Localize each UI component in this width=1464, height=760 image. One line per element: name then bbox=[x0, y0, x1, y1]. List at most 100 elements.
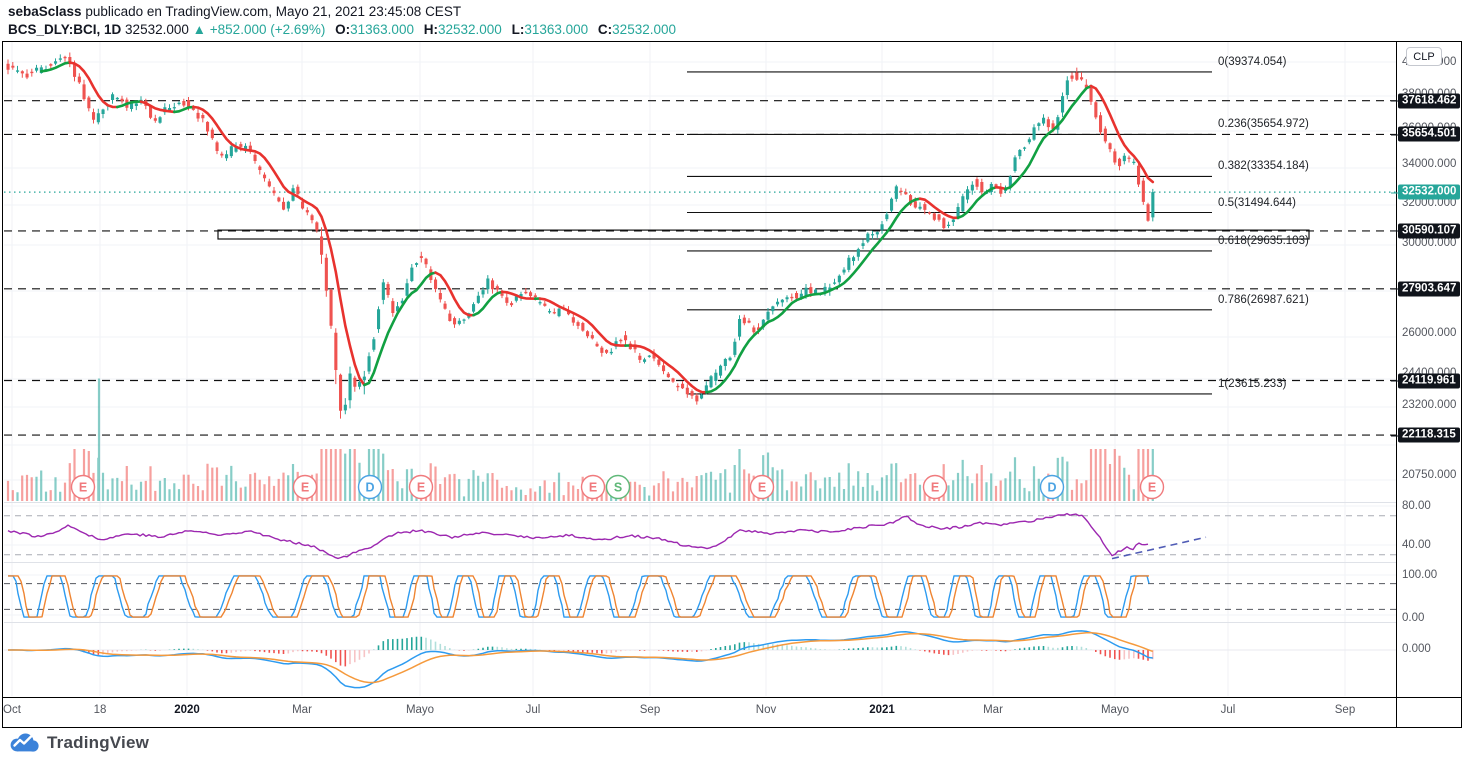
tradingview-logo-icon[interactable] bbox=[8, 732, 40, 753]
current-price-tag: 32532.000 bbox=[1390, 184, 1461, 200]
time-axis-label: Mar bbox=[292, 704, 312, 716]
price-axis-label: 30000.000 bbox=[1402, 237, 1457, 250]
ma-segment bbox=[538, 297, 627, 347]
symbol-row: BCS_DLY:BCI, 1D 32532.000 ▲ +852.000 (+2… bbox=[8, 21, 676, 38]
event-marker-E[interactable]: E bbox=[749, 474, 775, 500]
event-letter: E bbox=[589, 481, 597, 495]
price-level-tag: 24119.961 bbox=[1391, 373, 1460, 388]
event-letter: E bbox=[417, 481, 425, 495]
ma-segment bbox=[116, 100, 143, 109]
event-letter: D bbox=[365, 481, 374, 495]
ma-segment bbox=[918, 197, 960, 220]
price-range-box[interactable] bbox=[217, 229, 1310, 240]
event-letter: D bbox=[1047, 481, 1056, 495]
event-marker-E[interactable]: E bbox=[580, 474, 606, 500]
event-circle bbox=[749, 474, 775, 500]
low-value: 31363.000 bbox=[524, 22, 589, 37]
close-label: C: bbox=[597, 22, 613, 37]
event-marker-E[interactable]: E bbox=[292, 474, 318, 500]
candle-wicks-down bbox=[7, 52, 1149, 419]
event-marker-E[interactable]: E bbox=[1139, 474, 1165, 500]
event-marker-E[interactable]: E bbox=[922, 474, 948, 500]
high-label: H: bbox=[423, 22, 438, 37]
open-value: 31363.000 bbox=[350, 22, 414, 37]
event-circle bbox=[408, 474, 434, 500]
symbol-label[interactable]: BCS_DLY:BCI, 1D bbox=[8, 22, 122, 37]
last-price: 32532.000 bbox=[125, 22, 189, 37]
ma-segment bbox=[173, 105, 195, 114]
time-axis-label: Jul bbox=[1220, 704, 1236, 716]
fib-level-label: 0.618(29635.103) bbox=[1218, 234, 1309, 247]
macd-axis-label: 0.000 bbox=[1402, 643, 1431, 655]
ma-segment bbox=[472, 290, 504, 317]
time-axis-label: 2021 bbox=[869, 704, 895, 716]
fib-level-label: 0.5(31494.644) bbox=[1218, 196, 1297, 209]
stoch-d-line bbox=[8, 575, 1149, 618]
chart-header: sebaSclass publicado en TradingView.com,… bbox=[8, 3, 676, 38]
event-circle bbox=[70, 474, 96, 500]
ma-segment bbox=[1089, 84, 1155, 184]
price-level-tag: 35654.501 bbox=[1390, 126, 1461, 142]
rsi-pane bbox=[4, 512, 1396, 560]
price-axis-label: 20750.000 bbox=[1402, 469, 1457, 482]
rsi-trendline[interactable] bbox=[1111, 536, 1207, 560]
ma-segment bbox=[500, 290, 537, 301]
rsi-axis-label: 80.00 bbox=[1402, 500, 1431, 512]
ma-segment bbox=[628, 344, 708, 394]
event-marker-D[interactable]: D bbox=[1039, 474, 1065, 500]
price-level-tag: 22118.315 bbox=[1391, 427, 1460, 443]
author-link[interactable]: sebaSclass bbox=[8, 4, 82, 19]
macd-pane bbox=[4, 630, 1396, 689]
volume-bars-down bbox=[6, 449, 1150, 501]
price-level-tag: 37618.462 bbox=[1390, 93, 1461, 109]
event-letter: E bbox=[758, 481, 766, 495]
ma-segment bbox=[956, 186, 998, 220]
ma-segment bbox=[434, 271, 475, 317]
event-letter: E bbox=[1148, 481, 1156, 495]
price-axis-label: 34000.000 bbox=[1402, 158, 1457, 171]
event-circle bbox=[580, 474, 606, 500]
candlesticks bbox=[6, 52, 1155, 419]
event-letter: E bbox=[301, 481, 309, 495]
event-circle bbox=[1139, 474, 1165, 500]
time-axis-label: Mayo bbox=[1100, 704, 1130, 716]
fib-level-label: 1(23615.233) bbox=[1218, 377, 1287, 390]
close-value: 32532.000 bbox=[612, 22, 676, 37]
volume-pane bbox=[6, 378, 1154, 501]
event-circle bbox=[292, 474, 318, 500]
time-axis-label: Oct bbox=[3, 704, 21, 716]
time-axis-label: Mayo bbox=[405, 704, 435, 716]
event-marker-E[interactable]: E bbox=[70, 474, 96, 500]
fib-level-label: 0(39374.054) bbox=[1218, 55, 1287, 68]
price-axis-label: 23200.000 bbox=[1402, 399, 1457, 411]
stoch-axis-label: 0.00 bbox=[1402, 612, 1425, 624]
event-marker-E[interactable]: E bbox=[408, 474, 434, 500]
stochastic-pane bbox=[4, 575, 1396, 618]
event-marker-S[interactable]: S bbox=[605, 474, 631, 500]
stoch-axis-label: 100.00 bbox=[1402, 569, 1438, 581]
event-marker-D[interactable]: D bbox=[357, 474, 383, 500]
tradingview-brand-text[interactable]: TradingView bbox=[47, 732, 150, 752]
ma-segment bbox=[192, 105, 366, 387]
event-circle bbox=[922, 474, 948, 500]
low-label: L: bbox=[511, 22, 525, 37]
ma-segment bbox=[994, 186, 1007, 191]
ma-segment bbox=[1004, 84, 1093, 191]
macd-hist-up bbox=[12, 636, 1073, 650]
high-value: 32532.000 bbox=[437, 22, 502, 37]
price-level-tag: 27903.647 bbox=[1390, 281, 1461, 297]
up-arrow-icon: ▲ bbox=[192, 22, 207, 37]
event-letter: E bbox=[79, 481, 87, 495]
fib-retracement[interactable] bbox=[687, 71, 1212, 395]
time-axis-label: Sep bbox=[639, 704, 661, 716]
ma-segment bbox=[68, 61, 119, 109]
ma-segment bbox=[139, 100, 176, 114]
macd-hist-up-weak bbox=[69, 637, 1092, 650]
candle-bodies-down bbox=[6, 56, 1150, 411]
currency-toggle-button[interactable]: CLP bbox=[1406, 47, 1442, 66]
rsi-line bbox=[7, 512, 1149, 560]
publish-info: sebaSclass publicado en TradingView.com,… bbox=[8, 3, 676, 20]
event-circle bbox=[1039, 474, 1065, 500]
